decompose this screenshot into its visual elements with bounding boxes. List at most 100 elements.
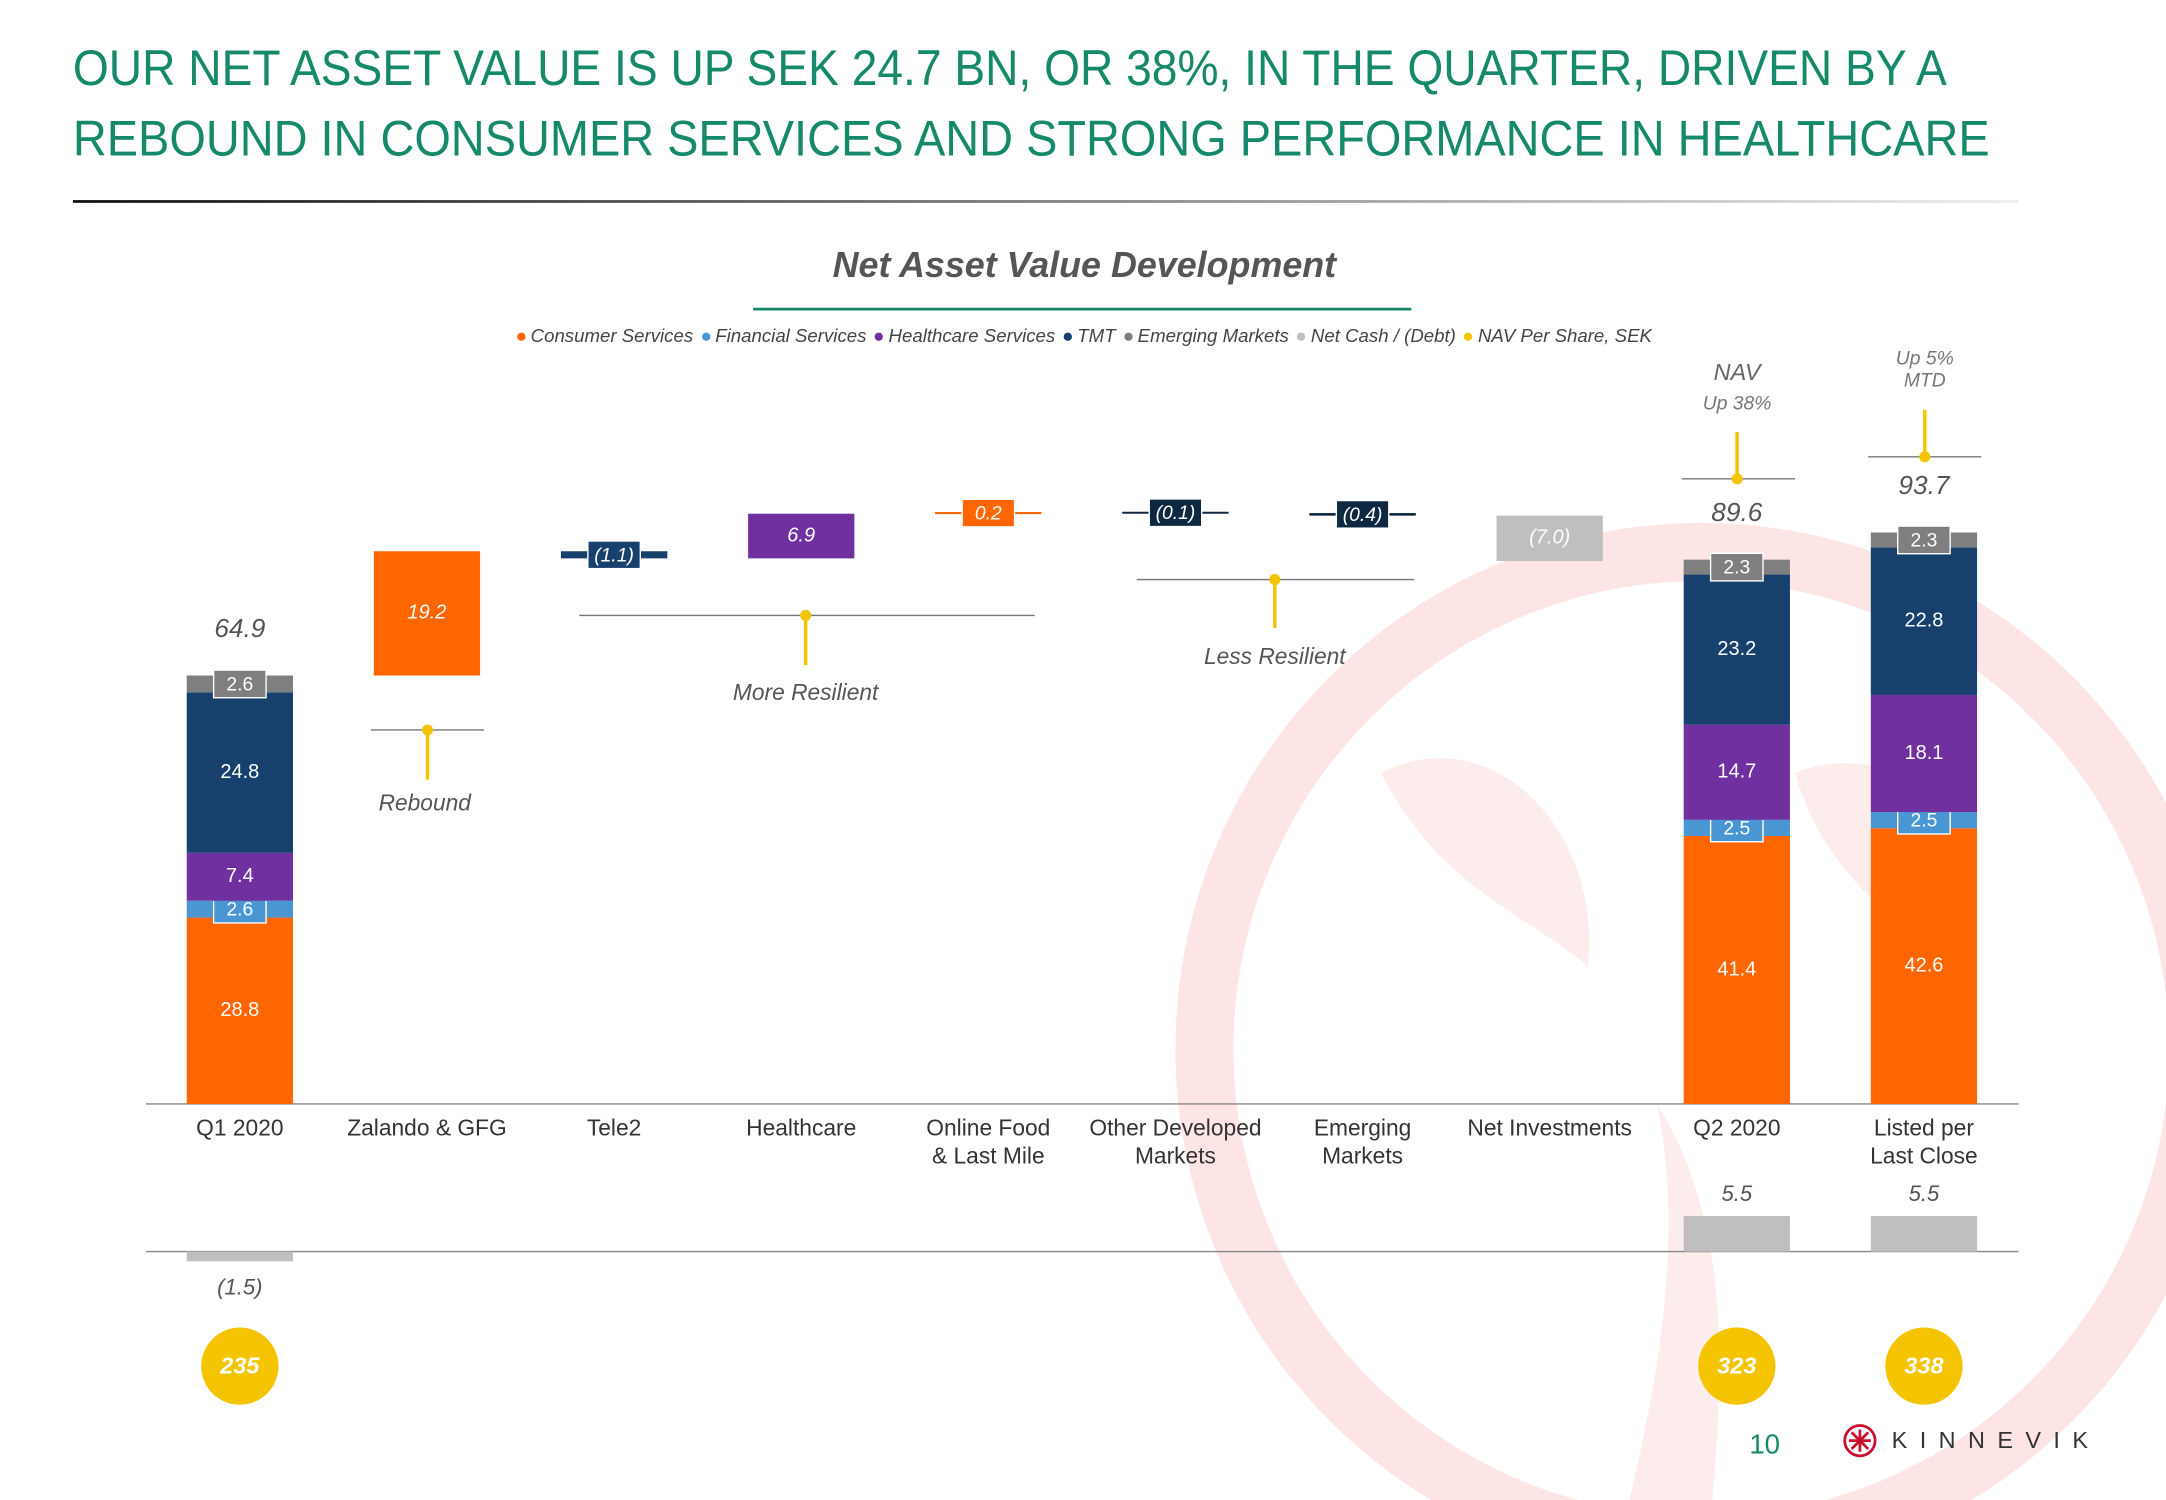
- step-label-box: [1148, 498, 1203, 528]
- step-label: 19.2: [408, 602, 447, 624]
- annotation: More Resilient: [733, 679, 880, 705]
- x-tick-label: Healthcare: [746, 1116, 857, 1142]
- stack-segment: [1870, 694, 1978, 813]
- step-label-box: [587, 540, 642, 570]
- segment-label: 2.3: [1723, 558, 1750, 579]
- step-bar: [1496, 515, 1603, 561]
- step-label: (0.1): [1156, 503, 1196, 524]
- x-tick-label: Net Investments: [1467, 1116, 1632, 1142]
- nav-per-share-label: 323: [1717, 1353, 1756, 1379]
- legend: Consumer Services Financial Services Healt…: [346, 325, 1823, 347]
- legend-item: Emerging Markets: [1123, 325, 1289, 347]
- annotation-dot: [1731, 473, 1743, 485]
- annotation: Less Resilient: [1204, 643, 1347, 669]
- nav-per-share-label: 235: [219, 1353, 260, 1379]
- legend-item: Consumer Services: [516, 325, 694, 347]
- legend: Consumer Services Financial Services Healt…: [346, 325, 1823, 347]
- x-tick-label: Tele2: [586, 1116, 642, 1142]
- segment-label-box: [212, 669, 267, 699]
- legend-marker: [1123, 333, 1133, 342]
- x-tick-label: Q1 2020: [196, 1116, 284, 1142]
- annotation-dot: [422, 724, 434, 736]
- segment-label-box: [1897, 525, 1951, 555]
- total-label: 93.7: [1898, 470, 1950, 500]
- x-tick-label: Tele2: [586, 1116, 642, 1142]
- x-tick-label: Q1 2020: [196, 1116, 284, 1142]
- segment-label: 14.7: [1717, 761, 1756, 783]
- stack-segment: [186, 692, 293, 853]
- stack-segment: [1683, 724, 1790, 820]
- total-label: 89.6: [1711, 497, 1762, 527]
- segment-label: 2.6: [226, 674, 253, 695]
- legend-label: Emerging Markets: [1137, 325, 1289, 347]
- legend-label: Healthcare Services: [888, 325, 1056, 347]
- net-cash-label: (1.5): [217, 1275, 262, 1300]
- slide-title: OUR NET ASSET VALUE IS UP SEK 24.7 BN, O…: [73, 40, 1948, 96]
- x-tick-label: Q2 2020: [1693, 1116, 1781, 1142]
- stack-segment: [186, 917, 293, 1104]
- segment-label: 7.4: [226, 865, 254, 887]
- x-tick-label: Listed per Last Close: [1870, 1116, 1978, 1169]
- annotation: Up 5% MTD: [1895, 346, 1954, 391]
- legend-label: Net Cash / (Debt): [1310, 325, 1456, 347]
- page-number: 10: [1749, 1428, 1780, 1459]
- stack-segment: [186, 852, 293, 901]
- step-label-box: [1335, 499, 1390, 529]
- segment-label: 42.6: [1904, 954, 1943, 976]
- stack-segment: [1683, 836, 1790, 1104]
- legend-label: Consumer Services: [530, 325, 694, 347]
- x-tick-label: Net Investments: [1467, 1116, 1632, 1142]
- stack-segment: [1870, 547, 1978, 695]
- logo-text: KINNEVIK: [1892, 1427, 2101, 1453]
- x-tick-label: Emerging Markets: [1313, 1116, 1412, 1169]
- legend-item: TMT: [1063, 326, 1116, 346]
- net-cash-bar: [186, 1251, 293, 1262]
- x-tick-label: Zalando & GFG: [347, 1116, 507, 1142]
- annotation: NAV: [1714, 359, 1763, 385]
- step-label: (0.4): [1343, 505, 1383, 526]
- net-cash-label: 5.5: [1721, 1181, 1752, 1206]
- legend-marker: [1297, 333, 1306, 342]
- segment-label: 41.4: [1717, 958, 1756, 980]
- x-tick-label: Other Developed Markets: [1089, 1116, 1262, 1169]
- slide-title: REBOUND IN CONSUMER SERVICES AND STRONG …: [73, 110, 1990, 166]
- step-label: (7.0): [1529, 527, 1570, 549]
- nav-per-share-marker: [1885, 1327, 1963, 1405]
- segment-label: 2.5: [1723, 818, 1750, 839]
- x-tick-label: Q2 2020: [1693, 1116, 1781, 1142]
- legend-item: Net Cash / (Debt): [1297, 325, 1456, 347]
- segment-label-box: [1709, 552, 1764, 582]
- legend-marker: [701, 333, 710, 342]
- annotation: Rebound: [379, 790, 473, 816]
- total-label: 64.9: [214, 613, 265, 643]
- annotation: Up 38%: [1703, 393, 1772, 414]
- nav-per-share-marker: [201, 1327, 279, 1405]
- x-tick-label: Listed per Last Close: [1870, 1116, 1978, 1169]
- nav-per-share-marker: [1698, 1327, 1776, 1405]
- x-tick-label: Zalando & GFG: [347, 1116, 507, 1142]
- step-bar: [748, 513, 855, 559]
- segment-label: 2.5: [1911, 811, 1938, 832]
- annotation: Up 5% MTD: [1895, 346, 1954, 391]
- x-tick-label: Online Food & Last Mile: [926, 1116, 1051, 1169]
- segment-label: 24.8: [220, 761, 259, 783]
- stack-segment: [1870, 828, 1978, 1104]
- legend-marker: [516, 333, 526, 342]
- x-tick-label: Healthcare: [746, 1116, 857, 1142]
- x-tick-label: Other Developed Markets: [1089, 1116, 1262, 1169]
- legend-marker: [1063, 333, 1072, 342]
- net-cash-bar: [1683, 1216, 1790, 1252]
- segment-label: 22.8: [1904, 609, 1943, 631]
- step-bar: [373, 551, 481, 676]
- step-label: 6.9: [787, 524, 815, 546]
- x-tick-label: Emerging Markets: [1313, 1116, 1412, 1169]
- logo-icon: [1843, 1424, 1877, 1458]
- annotation-dot: [1919, 451, 1931, 463]
- net-cash-label: 5.5: [1909, 1181, 1940, 1206]
- net-cash-bar: [1870, 1216, 1978, 1252]
- legend-item: Healthcare Services: [874, 325, 1056, 347]
- step-label-box: [961, 498, 1016, 528]
- nav-per-share-label: 338: [1904, 1353, 1943, 1379]
